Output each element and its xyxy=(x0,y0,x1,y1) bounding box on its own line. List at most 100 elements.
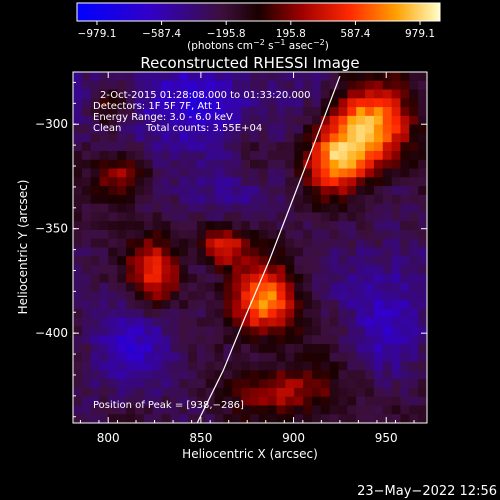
colorbar-label-suffix: ) xyxy=(325,40,329,52)
heatmap-cell xyxy=(391,186,402,196)
heatmap-cell xyxy=(303,124,313,135)
heatmap-cell xyxy=(205,379,216,389)
heatmap-cell xyxy=(143,72,154,82)
heatmap-cell xyxy=(267,396,278,407)
heatmap-cell xyxy=(382,238,393,249)
heatmap-cell xyxy=(329,115,340,126)
heatmap-cell xyxy=(347,405,357,415)
heatmap-cell xyxy=(303,247,313,257)
heatmap-cell xyxy=(258,282,269,292)
heatmap-cell xyxy=(285,107,295,117)
heatmap-cell xyxy=(196,291,207,301)
heatmap-cell xyxy=(250,142,260,152)
heatmap-cell xyxy=(223,291,233,301)
heatmap-cell xyxy=(356,194,366,205)
heatmap-cell xyxy=(161,352,171,363)
heatmap-cell xyxy=(117,379,127,389)
heatmap-cell xyxy=(152,387,163,398)
heatmap-cell xyxy=(223,142,233,152)
heatmap-cell xyxy=(329,361,340,371)
heatmap-cell xyxy=(347,308,357,319)
heatmap-cell xyxy=(400,194,410,205)
heatmap-cell xyxy=(188,300,198,310)
heatmap-cell xyxy=(320,194,331,205)
heatmap-cell xyxy=(303,361,313,371)
heatmap-cell xyxy=(214,414,225,423)
heatmap-cell xyxy=(73,282,83,292)
heatmap-cell xyxy=(409,361,419,371)
heatmap-cell xyxy=(356,177,366,187)
heatmap-cell xyxy=(117,150,127,161)
heatmap-cell xyxy=(179,72,189,82)
heatmap-cell xyxy=(276,317,286,328)
heatmap-cell xyxy=(294,142,304,152)
heatmap-cell xyxy=(161,221,171,231)
heatmap-cell xyxy=(267,221,278,231)
heatmap-cell xyxy=(373,344,384,354)
heatmap-cell xyxy=(391,98,402,108)
heatmap-cell xyxy=(303,142,313,152)
heatmap-cell xyxy=(347,326,357,336)
heatmap-cell xyxy=(232,142,242,152)
heatmap-cell xyxy=(400,212,410,222)
heatmap-cell xyxy=(205,72,216,82)
heatmap-cell xyxy=(152,414,163,423)
heatmap-cell xyxy=(250,203,260,214)
heatmap-cell xyxy=(179,396,189,407)
heatmap-cell xyxy=(338,282,348,292)
heatmap-cell xyxy=(81,177,92,187)
heatmap-cell xyxy=(285,352,295,363)
heatmap-cell xyxy=(179,247,189,257)
heatmap-cell xyxy=(303,370,313,380)
heatmap-cell xyxy=(294,247,304,257)
heatmap-cell xyxy=(73,203,83,214)
heatmap-cell xyxy=(152,273,163,284)
heatmap-cell xyxy=(205,194,216,205)
heatmap-cell xyxy=(214,221,225,231)
heatmap-cell xyxy=(214,107,225,117)
heatmap-cell xyxy=(81,370,92,380)
heatmap-cell xyxy=(267,72,278,82)
heatmap-cell xyxy=(303,133,313,143)
heatmap-cell xyxy=(391,344,402,354)
heatmap-cell xyxy=(241,414,251,423)
annotation-counts: Total counts: 3.55E+04 xyxy=(145,123,262,134)
heatmap-cell xyxy=(347,212,357,222)
heatmap-cell xyxy=(338,177,348,187)
heatmap-cell xyxy=(311,142,322,152)
heatmap-cell xyxy=(152,72,163,82)
heatmap-cell xyxy=(338,168,348,178)
heatmap-cell xyxy=(196,282,207,292)
heatmap-cell xyxy=(311,335,322,345)
heatmap-cell xyxy=(382,387,393,398)
heatmap-cell xyxy=(250,124,260,135)
heatmap-cell xyxy=(134,115,145,126)
heatmap-cell xyxy=(391,124,402,135)
heatmap-cell xyxy=(108,300,118,310)
heatmap-cell xyxy=(179,194,189,205)
heatmap-cell xyxy=(267,115,278,126)
heatmap-cell xyxy=(356,142,366,152)
heatmap-cell xyxy=(188,405,198,415)
heatmap-cell xyxy=(320,273,331,284)
heatmap-cell xyxy=(223,414,233,423)
heatmap-cell xyxy=(285,72,295,82)
heatmap-cell xyxy=(241,72,251,82)
heatmap-cell xyxy=(276,194,286,205)
heatmap-cell xyxy=(258,387,269,398)
heatmap-cell xyxy=(134,256,145,266)
heatmap-cell xyxy=(276,221,286,231)
heatmap-cell xyxy=(285,194,295,205)
heatmap-cell xyxy=(311,414,322,423)
heatmap-cell xyxy=(329,150,340,161)
heatmap-cell xyxy=(409,80,419,91)
heatmap-cell xyxy=(179,221,189,231)
heatmap-cell xyxy=(81,396,92,407)
heatmap-cell xyxy=(99,194,109,205)
heatmap-cell xyxy=(338,300,348,310)
heatmap-cell xyxy=(391,80,402,91)
heatmap-cell xyxy=(170,352,180,363)
heatmap-cell xyxy=(267,370,278,380)
heatmap-cell xyxy=(188,212,198,222)
heatmap-cell xyxy=(347,317,357,328)
